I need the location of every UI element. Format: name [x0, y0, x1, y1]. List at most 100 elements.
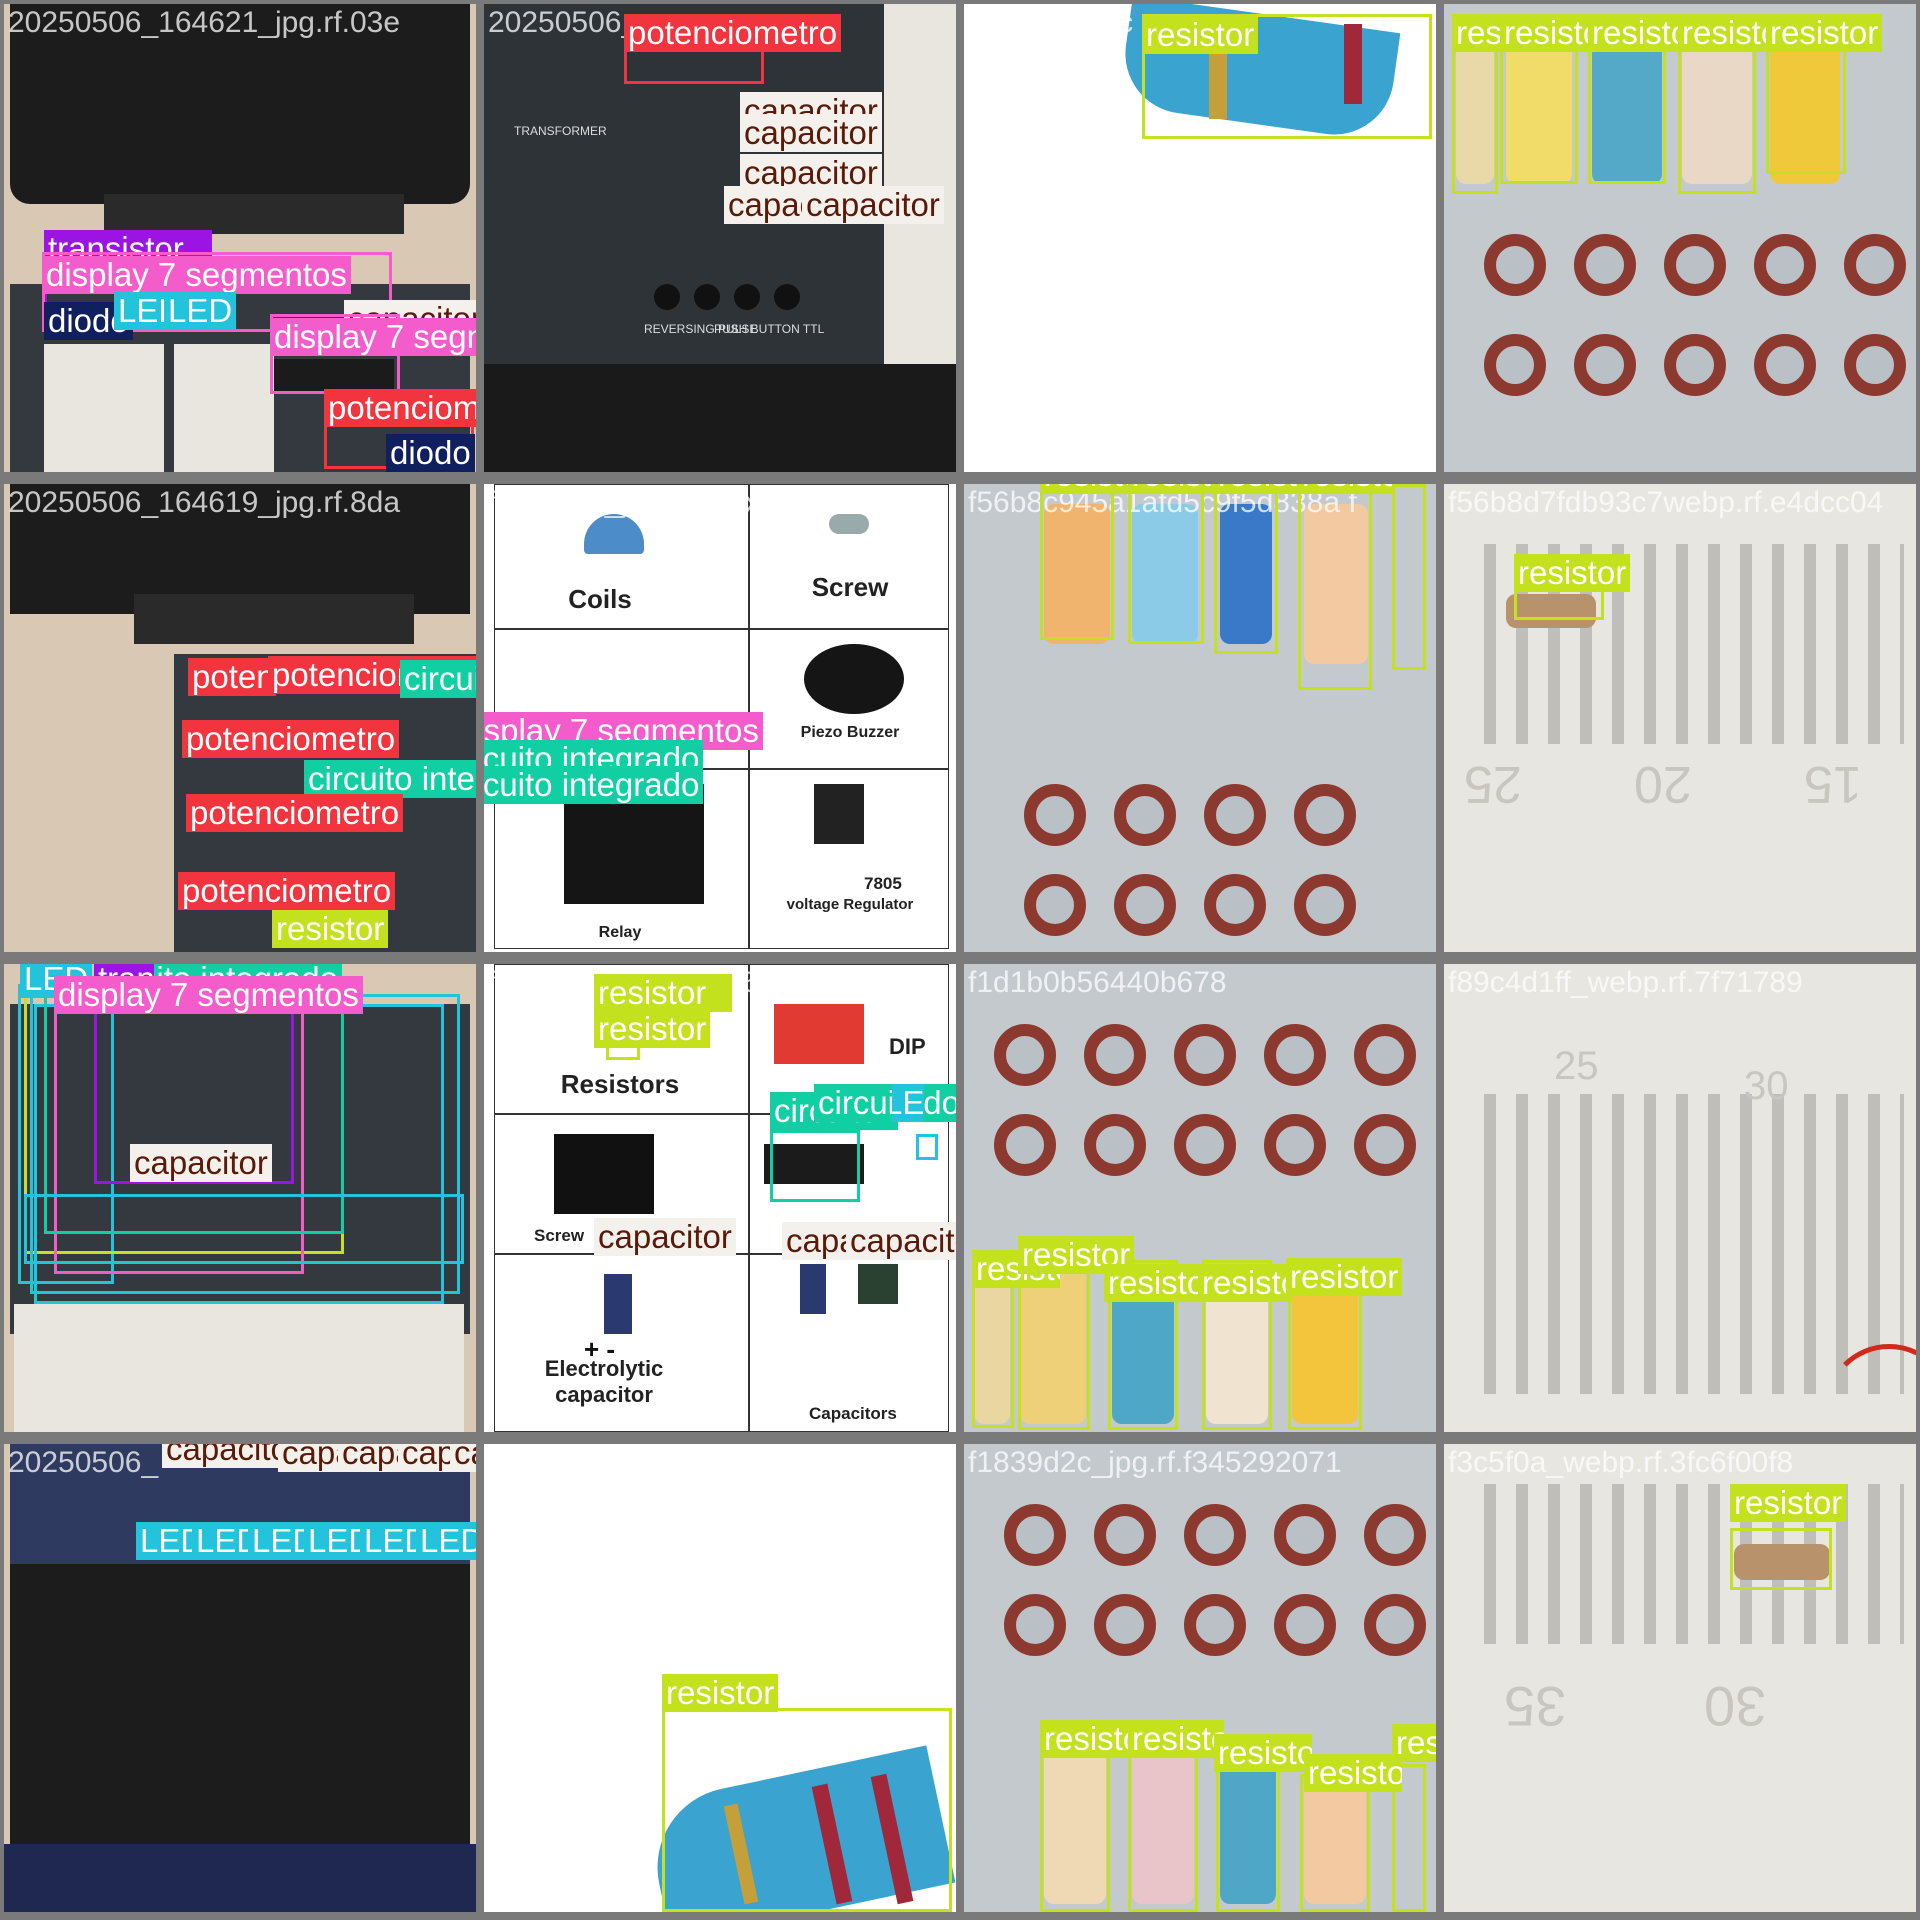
pcb-hole — [1004, 1594, 1066, 1656]
label-potenciometro: potenciometro — [178, 872, 396, 910]
label-resistor: resistor — [1304, 1754, 1402, 1792]
pcb-hole — [1084, 1114, 1146, 1176]
label-resistor: resistor — [1142, 16, 1259, 54]
resistor-body — [1734, 1544, 1830, 1580]
push-button — [734, 284, 760, 310]
label-capacitor: capacitor — [338, 1444, 406, 1472]
bbox-resistor — [1298, 484, 1372, 690]
mosaic-tile-1-1: Coils Screw Piezo Buzzer Relay 7805 volt… — [484, 484, 956, 952]
label-circuito: circuito integrado — [400, 660, 476, 698]
bbox-circuito — [770, 1130, 860, 1202]
red-wire — [1824, 1344, 1916, 1432]
pcb-hole — [1664, 334, 1726, 396]
capacitors-text: Capacitors — [809, 1404, 897, 1423]
label-resistor: resistor — [594, 1010, 711, 1048]
relay-text: Relay — [598, 924, 642, 941]
breadboard — [174, 344, 274, 472]
label-resistor: resistor — [1128, 484, 1222, 494]
label-circuito: circuito integrado — [814, 1084, 892, 1122]
pcb-hole — [1294, 874, 1356, 936]
bbox-resistor — [1202, 1260, 1272, 1430]
push-button — [694, 284, 720, 310]
mosaic-tile-2-2: f1d1b0b56440b678 resistor resistor resis… — [964, 964, 1436, 1432]
mosaic-tile-3-3: 35 30 f3c5f0a_webp.rf.3fc6f00f8 resistor — [1444, 1444, 1916, 1912]
tile-filename: f1d1b0b56440b678 — [968, 966, 1227, 999]
pcb-hole — [1024, 874, 1086, 936]
mosaic-tile-1-0: 20250506_164619_jpg.rf.8da potenciometro… — [4, 484, 476, 952]
label-capacitor: capacitor — [846, 1222, 956, 1260]
pcb-hole — [1024, 784, 1086, 846]
pcb-hole — [1084, 1024, 1146, 1086]
mosaic-tile-2-1: Resistors DIP Screw + - Electrolytic cap… — [484, 964, 956, 1432]
mosaic-tile-1-2: f56b8c945a1afd5c9f5d838a f resistor resi… — [964, 484, 1436, 952]
label-resistor: resistor — [1104, 1264, 1210, 1302]
breadboard-holes — [1464, 1094, 1904, 1394]
resistor-body — [1506, 594, 1596, 628]
seven-seg-display — [274, 359, 394, 394]
mosaic-tile-3-1: f7_a4f22e0.1463293 resistor — [484, 1444, 956, 1912]
buzzer-image — [804, 644, 904, 714]
pcb-hole — [1274, 1594, 1336, 1656]
label-led: LED — [360, 1522, 424, 1560]
bb-number: 25 — [1464, 755, 1522, 813]
bb-number: 20 — [1634, 755, 1692, 813]
resistor-body — [1506, 44, 1572, 184]
bbox-resistor — [1108, 1260, 1178, 1430]
floor — [4, 1844, 476, 1912]
mosaic-tile-2-0: f6c8d4b5a9d_400x500_webp LED transistor … — [4, 964, 476, 1432]
label-capacitor: capacitor — [740, 114, 882, 152]
pcb-hole — [1664, 234, 1726, 296]
reversing-label: REVERSING PULSE — [644, 322, 758, 336]
grid-cell — [749, 484, 949, 629]
terminal-block — [554, 1134, 654, 1214]
pcb-hole — [1364, 1594, 1426, 1656]
bb-number: 30 — [1704, 1675, 1767, 1738]
pcb-hole — [1114, 784, 1176, 846]
bbox-resistor — [1128, 1740, 1198, 1912]
tile-filename: f56b8d7fdb93c7webp.rf.e4dcc04 — [1448, 486, 1884, 519]
label-resistor: resistor — [1678, 14, 1774, 52]
dip-text: DIP — [889, 1034, 926, 1059]
label-circuito: circuito integrado — [304, 760, 476, 798]
pcb-hole — [1484, 234, 1546, 296]
label-circuito: circuito integrado — [484, 766, 704, 804]
label-led: LED — [136, 1522, 200, 1560]
resistor-body — [1456, 44, 1494, 184]
label-diodo: diodo — [386, 434, 475, 472]
label-capacitor: capacitor — [802, 186, 944, 224]
pcb-hole — [1094, 1504, 1156, 1566]
resistor-body — [1770, 44, 1840, 184]
hinge — [104, 194, 404, 234]
bbox-resistor — [1216, 1754, 1280, 1912]
label-resistor: resistor — [594, 974, 732, 1012]
label-resistor: resistor — [1298, 484, 1392, 494]
screw-image — [829, 514, 869, 534]
mosaic-tile-3-2: f1839d2c_jpg.rf.f345292071 resistor resi… — [964, 1444, 1436, 1912]
pcb-hole — [1204, 874, 1266, 936]
resistor-body — [1220, 1754, 1276, 1904]
bb-number: 15 — [1804, 755, 1862, 813]
pcb-hole — [1264, 1024, 1326, 1086]
pcb-hole — [1754, 334, 1816, 396]
bbox-resistor — [1300, 1774, 1370, 1912]
resistor-body — [1682, 44, 1752, 184]
pcb-hole — [1844, 234, 1906, 296]
label-led: LED — [248, 1522, 312, 1560]
mosaic-tile-3-0: 20250506_ capacitor capacitor capacitor … — [4, 1444, 476, 1912]
transformer-label: TRANSFORMER — [514, 124, 607, 138]
pcb-hole — [1294, 784, 1356, 846]
label-potenciometro: potenciometro — [624, 14, 842, 52]
resistor-body — [1304, 504, 1368, 664]
bbox-resistor — [1128, 484, 1204, 644]
mosaic-tile-0-2: a025b3ae4c resistor — [964, 4, 1436, 472]
coils-text: Coils — [568, 584, 632, 614]
bb-number: 25 — [1554, 1044, 1599, 1088]
screw-term-text: Screw — [534, 1226, 585, 1245]
push-button — [654, 284, 680, 310]
mosaic-tile-1-3: 25 20 15 f56b8d7fdb93c7webp.rf.e4dcc04 r… — [1444, 484, 1916, 952]
push-label: PUSH BUTTON TTL — [714, 322, 825, 336]
label-capacitor: capacitor — [130, 1144, 272, 1182]
tile-filename: f1839d2c_jpg.rf.f345292071 — [968, 1446, 1342, 1479]
label-resistor: resistor — [272, 910, 389, 948]
resistor-body — [1592, 44, 1662, 184]
